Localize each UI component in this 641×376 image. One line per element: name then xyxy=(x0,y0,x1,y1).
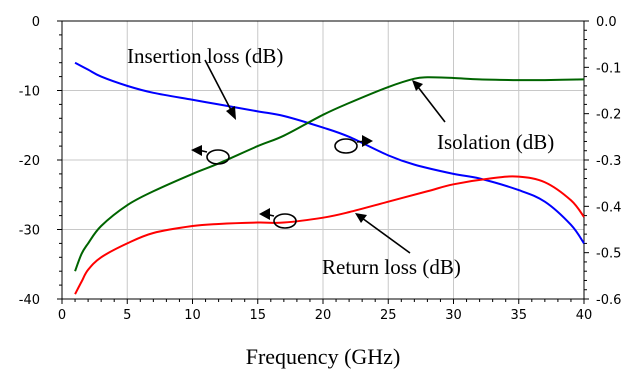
series-line-return-loss xyxy=(74,175,585,295)
y-left-tick-label: -40 xyxy=(19,293,40,308)
isolation-pointer xyxy=(417,86,446,123)
y-right-tick-label: -0.5 xyxy=(596,247,621,262)
series-line-insertion-loss xyxy=(74,61,585,244)
right-axis-arrowhead xyxy=(362,135,373,147)
left-axis-marker-return xyxy=(273,213,297,229)
insertion-loss-label: Insertion loss (dB) xyxy=(127,44,283,68)
y-right-tick-label: -0.2 xyxy=(596,108,621,123)
x-tick-label: 40 xyxy=(576,308,593,323)
left-axis-marker-isolation xyxy=(206,149,230,165)
y-right-tick-label: -0.4 xyxy=(596,200,621,215)
tick-marks xyxy=(57,20,589,304)
return-loss-label: Return loss (dB) xyxy=(322,255,461,279)
x-tick-label: 35 xyxy=(510,308,527,323)
y-right-tick-label: -0.6 xyxy=(596,293,621,308)
left-axis-arrowhead-2 xyxy=(259,208,270,220)
y-left-tick-label: -10 xyxy=(19,85,40,100)
series-layer xyxy=(74,61,585,295)
x-tick-label: 15 xyxy=(249,308,266,323)
x-axis-label: Frequency (GHz) xyxy=(246,344,401,369)
y-left-tick-label: 0 xyxy=(32,15,40,30)
tick-labels: 0 5 10 15 20 25 30 35 40 0 -10 -20 -30 -40 0.0 -0.1 -0.2… xyxy=(19,15,622,323)
x-tick-label: 0 xyxy=(58,308,66,323)
y-left-tick-label: -30 xyxy=(19,224,40,239)
x-tick-label: 5 xyxy=(123,308,131,323)
series-line-isolation xyxy=(74,76,585,272)
x-tick-label: 20 xyxy=(315,308,332,323)
insertion-loss-pointer xyxy=(204,59,233,113)
left-axis-arrowhead-1 xyxy=(191,145,202,156)
return-loss-arrowhead xyxy=(355,213,367,223)
x-tick-label: 10 xyxy=(184,308,201,323)
y-right-tick-label: -0.1 xyxy=(596,61,621,76)
return-loss-pointer xyxy=(361,217,411,254)
insertion-loss-arrowhead xyxy=(226,106,236,120)
annotation-arrows xyxy=(191,59,446,254)
isolation-label: Isolation (dB) xyxy=(437,130,554,154)
grid xyxy=(62,21,584,299)
y-right-tick-label: -0.3 xyxy=(596,154,621,169)
right-axis-marker-insertion xyxy=(334,138,358,154)
isolation-arrowhead xyxy=(412,80,423,91)
y-left-tick-label: -20 xyxy=(19,154,40,169)
x-tick-label: 30 xyxy=(445,308,462,323)
x-tick-label: 25 xyxy=(380,308,397,323)
y-right-tick-label: 0.0 xyxy=(596,15,617,30)
